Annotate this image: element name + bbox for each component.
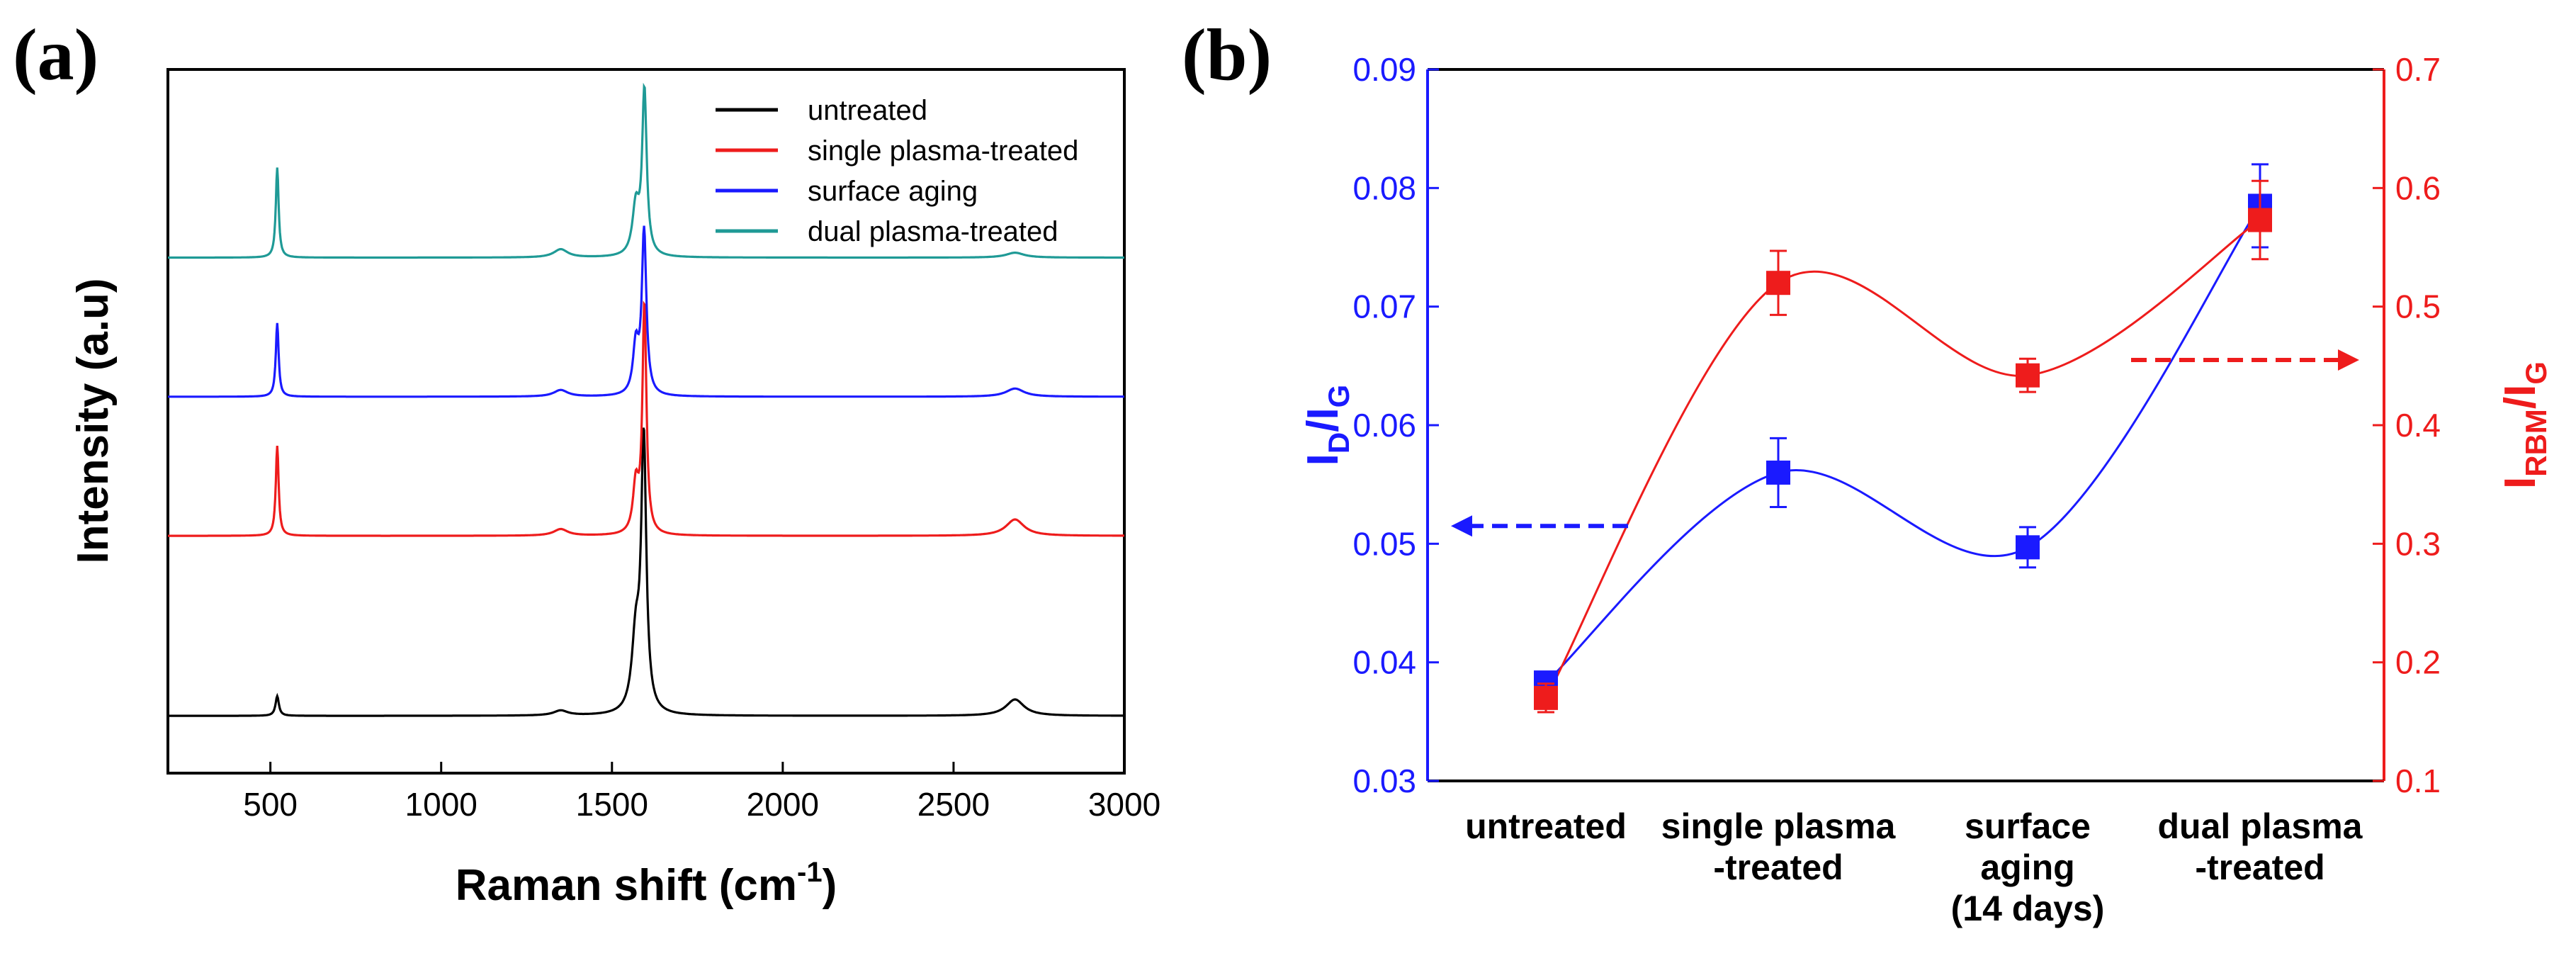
category-label-1-line-1: -treated bbox=[1713, 848, 1843, 887]
chart-a-x-tick-label-500: 500 bbox=[243, 786, 298, 823]
category-label-0-line-0: untreated bbox=[1465, 806, 1627, 846]
chart-b-right-title-i: I bbox=[2496, 477, 2545, 489]
chart-a-x-axis-title: Raman shift (cm-1) bbox=[456, 857, 837, 910]
category-label-3-line-1: -treated bbox=[2195, 848, 2324, 887]
chart-a-frame bbox=[166, 68, 1126, 775]
marker-i-d-i-g-1 bbox=[1766, 460, 1790, 485]
arrow-right-head bbox=[2338, 349, 2359, 371]
chart-b-left-axis-title: ID/IG bbox=[1299, 385, 1355, 466]
chart-a: 500 1000 1500 2000 2500 3000 untreated single … bbox=[69, 68, 1160, 910]
chart-b-right-tick-label-6: 0.7 bbox=[2395, 51, 2441, 88]
chart-a-x-axis-title-suffix: ) bbox=[823, 861, 837, 910]
chart-a-x-axis-title-main: Raman shift (cm bbox=[456, 861, 797, 910]
category-label-2-line-1: aging bbox=[1980, 848, 2074, 887]
chart-a-x-ticks: 500 1000 1500 2000 2500 3000 bbox=[243, 762, 1160, 823]
chart-b-curves bbox=[1544, 205, 2261, 699]
chart-a-x-tick-label-1000: 1000 bbox=[405, 786, 478, 823]
chart-b-left-tick-label-6: 0.09 bbox=[1352, 51, 1416, 88]
spectrum-single-plasma-treated bbox=[168, 300, 1124, 537]
chart-a-series-group bbox=[168, 82, 1124, 717]
chart-b-left-tick-label-0: 0.03 bbox=[1352, 762, 1416, 799]
panel-b-label: (b) bbox=[1182, 14, 1272, 96]
spectrum-untreated bbox=[168, 427, 1124, 717]
spectrum-dual-plasma-treated bbox=[168, 82, 1124, 259]
chart-b-left-tick-label-4: 0.07 bbox=[1352, 288, 1416, 325]
legend-label-dual-plasma-treated: dual plasma-treated bbox=[808, 216, 1058, 247]
chart-b-left-title-sub2: G bbox=[1322, 385, 1355, 408]
chart-a-x-tick-label-1500: 1500 bbox=[576, 786, 648, 823]
category-label-2-line-2: (14 days) bbox=[1951, 889, 2105, 928]
category-label-3-line-0: dual plasma bbox=[2158, 806, 2363, 846]
chart-b-right-tick-label-2: 0.3 bbox=[2395, 525, 2441, 562]
fit-curve-i-rbm-i-g bbox=[1544, 219, 2261, 699]
chart-a-legend: untreated single plasma-treated surface ag… bbox=[716, 95, 1078, 247]
chart-b-right-axis-title: IRBM/IG bbox=[2496, 361, 2553, 489]
marker-i-rbm-i-g-2 bbox=[2016, 363, 2040, 388]
chart-b-category-labels: untreated single plasma-treatedsurfaceagi… bbox=[1465, 806, 2363, 928]
chart-b-left-title-slash: /I bbox=[1299, 407, 1348, 432]
chart-b-left-tick-label-5: 0.08 bbox=[1352, 169, 1416, 206]
chart-b-right-tick-label-3: 0.4 bbox=[2395, 407, 2441, 444]
legend-label-untreated: untreated bbox=[808, 95, 927, 126]
chart-a-x-tick-label-2000: 2000 bbox=[747, 786, 819, 823]
spectrum-surface-aging bbox=[168, 225, 1124, 398]
chart-b-right-tick-label-5: 0.6 bbox=[2395, 169, 2441, 206]
chart-b-ticks: 0.03 0.04 0.05 0.06 0.07 0.08 0.09 0.1 0.2 0.3 0.4… bbox=[1352, 51, 2440, 799]
chart-b-arrows bbox=[1451, 349, 2359, 537]
chart-b-right-tick-label-0: 0.1 bbox=[2395, 762, 2441, 799]
chart-b-left-tick-label-1: 0.04 bbox=[1352, 644, 1416, 681]
marker-i-rbm-i-g-3 bbox=[2248, 208, 2272, 232]
category-label-2-line-0: surface bbox=[1965, 806, 2091, 846]
chart-b-right-title-slash: /I bbox=[2496, 385, 2545, 409]
fit-curve-i-d-i-g bbox=[1544, 205, 2261, 684]
marker-i-rbm-i-g-0 bbox=[1534, 685, 1558, 710]
panel-a-label: (a) bbox=[13, 14, 98, 96]
chart-b-left-tick-label-3: 0.06 bbox=[1352, 407, 1416, 444]
marker-i-rbm-i-g-1 bbox=[1766, 271, 1790, 296]
chart-a-x-tick-label-3000: 3000 bbox=[1088, 786, 1160, 823]
chart-b-right-title-sub: RBM bbox=[2519, 409, 2553, 477]
category-label-1-line-0: single plasma bbox=[1661, 806, 1897, 846]
chart-b-left-title-sub: D bbox=[1322, 432, 1355, 454]
marker-i-d-i-g-2 bbox=[2016, 535, 2040, 560]
legend-label-surface-aging: surface aging bbox=[808, 176, 978, 207]
legend-label-single-plasma-treated: single plasma-treated bbox=[808, 135, 1078, 167]
chart-b-left-tick-label-2: 0.05 bbox=[1352, 525, 1416, 562]
chart-b-left-title-i: I bbox=[1299, 454, 1348, 466]
chart-b-points bbox=[1534, 163, 2272, 714]
chart-b: 0.03 0.04 0.05 0.06 0.07 0.08 0.09 0.1 0.2 0.3 0.4… bbox=[1299, 51, 2553, 928]
arrow-left-head bbox=[1451, 515, 1472, 537]
chart-b-right-tick-label-4: 0.5 bbox=[2395, 288, 2441, 325]
chart-a-x-axis-title-sup: -1 bbox=[797, 857, 823, 888]
chart-a-y-axis-title: Intensity (a.u) bbox=[69, 278, 118, 563]
chart-b-right-tick-label-1: 0.2 bbox=[2395, 644, 2441, 681]
chart-a-x-tick-label-2500: 2500 bbox=[917, 786, 990, 823]
chart-b-right-title-sub2: G bbox=[2519, 361, 2553, 385]
